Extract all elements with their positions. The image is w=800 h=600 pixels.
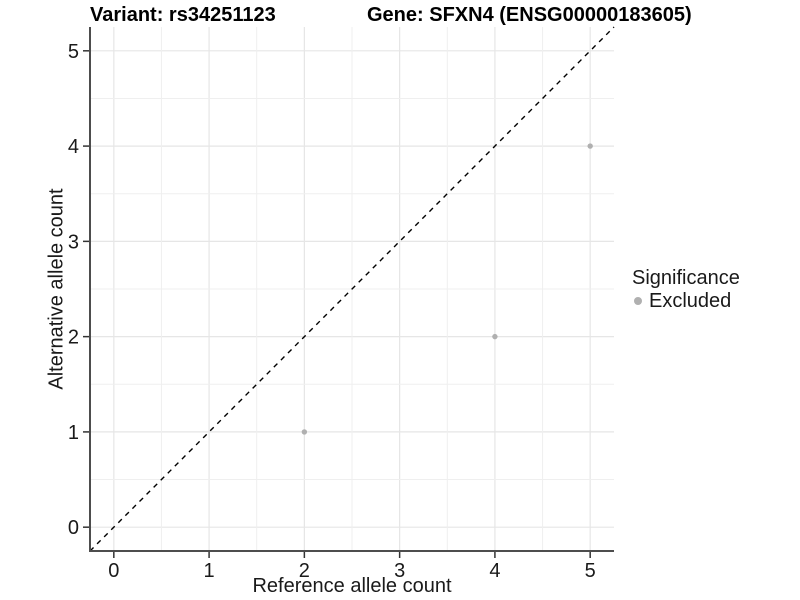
data-point (301, 429, 308, 435)
identity-line (89, 26, 615, 552)
y-tick-label: 5 (68, 41, 79, 63)
legend-items: Excluded (632, 290, 800, 312)
y-tick-label: 1 (68, 422, 79, 444)
x-tick-label: 0 (108, 560, 119, 582)
data-point (587, 143, 593, 149)
legend-key-dot (634, 297, 642, 305)
variant-title: Variant: rs34251123 (90, 4, 276, 26)
data-point (492, 333, 498, 340)
x-axis-title: Reference allele count (252, 575, 452, 597)
y-tick-label: 0 (68, 517, 79, 539)
x-tick-label: 1 (204, 560, 215, 582)
legend-title: Significance (632, 267, 740, 289)
legend-item: Excluded (634, 290, 800, 312)
x-tick-label: 3 (394, 560, 405, 582)
x-tick-label: 4 (489, 560, 500, 582)
legend: Significance Excluded (632, 267, 800, 312)
gene-title: Gene: SFXN4 (ENSG00000183605) (367, 4, 692, 26)
x-tick-label: 2 (299, 560, 310, 582)
y-axis-title: Alternative allele count (45, 188, 68, 390)
x-tick-label: 5 (585, 560, 596, 582)
y-tick-label: 3 (68, 231, 79, 253)
y-tick-label: 2 (68, 327, 79, 349)
legend-item-label: Excluded (649, 290, 732, 312)
y-tick-label: 4 (68, 136, 79, 158)
